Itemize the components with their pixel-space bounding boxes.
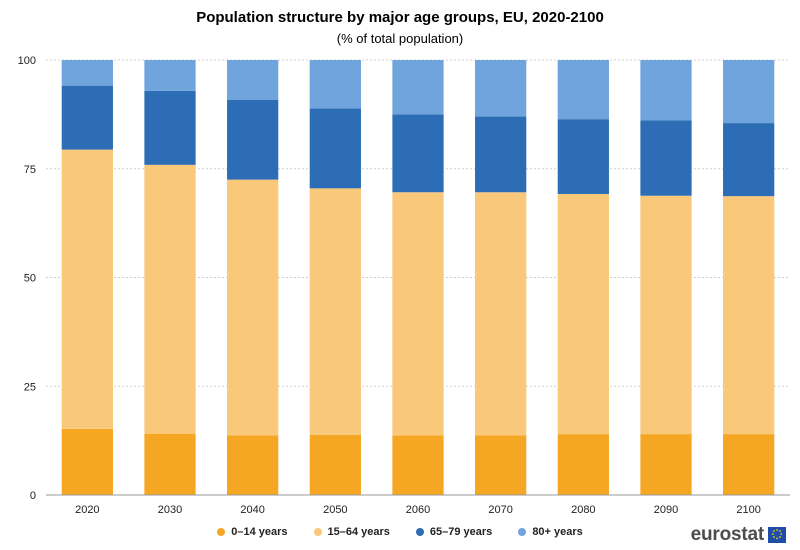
x-tick-label: 2060 [406, 504, 430, 516]
bar-segment [227, 100, 278, 180]
bar-segment [62, 429, 113, 495]
legend-item: 80+ years [518, 526, 582, 538]
eu-flag-icon [768, 527, 786, 543]
legend-swatch [518, 528, 526, 536]
bar-segment [144, 165, 195, 434]
bar-segment [723, 196, 774, 434]
y-tick-label: 75 [24, 164, 36, 176]
bar-segment [392, 114, 443, 192]
bar-segment [558, 60, 609, 119]
bar-segment [558, 119, 609, 194]
bar-segment [475, 117, 526, 193]
bar-segment [640, 434, 691, 495]
legend-label: 0–14 years [231, 526, 287, 538]
bar-segment [144, 434, 195, 495]
legend-item: 15–64 years [314, 526, 390, 538]
x-tick-label: 2070 [488, 504, 512, 516]
bar-segment [723, 123, 774, 196]
bar-segment [62, 86, 113, 150]
bar-segment [227, 60, 278, 100]
legend-swatch [314, 528, 322, 536]
bar-segment [310, 188, 361, 435]
x-tick-label: 2100 [736, 504, 760, 516]
x-tick-label: 2080 [571, 504, 595, 516]
x-tick-label: 2020 [75, 504, 99, 516]
y-tick-label: 100 [18, 55, 36, 67]
bar-segment [475, 192, 526, 435]
bar-segment [310, 108, 361, 188]
bar-segment [640, 120, 691, 195]
bar-segment [62, 150, 113, 429]
bar-segment [723, 60, 774, 123]
bar-segment [144, 91, 195, 165]
y-tick-label: 25 [24, 381, 36, 393]
bar-segment [310, 435, 361, 495]
legend-swatch [416, 528, 424, 536]
bar-segment [475, 60, 526, 117]
x-tick-label: 2050 [323, 504, 347, 516]
bar-segment [392, 60, 443, 114]
x-tick-label: 2030 [158, 504, 182, 516]
legend-label: 65–79 years [430, 526, 492, 538]
bar-segment [558, 434, 609, 495]
stacked-bar-chart: 0 25 50 75 100 2020 2030 2040 2050 2060 2070 2080 20… [0, 0, 800, 550]
logo-text: eurostat [691, 524, 764, 546]
bar-segment [392, 435, 443, 495]
eurostat-logo: eurostat [691, 524, 786, 546]
x-tick-label: 2090 [654, 504, 678, 516]
x-tick-label: 2040 [240, 504, 264, 516]
legend-item: 65–79 years [416, 526, 492, 538]
bar-segment [227, 435, 278, 495]
bar-segment [310, 60, 361, 108]
bar-segment [227, 180, 278, 436]
bar-segment [392, 192, 443, 435]
legend-label: 80+ years [532, 526, 582, 538]
bar-segment [144, 60, 195, 91]
legend-label: 15–64 years [328, 526, 390, 538]
y-tick-label: 50 [24, 273, 36, 285]
bar-segment [723, 434, 774, 495]
bar-segment [62, 60, 113, 86]
bar-segment [640, 60, 691, 120]
bar-segment [475, 435, 526, 495]
chart-legend: 0–14 years 15–64 years 65–79 years 80+ year… [0, 526, 800, 538]
legend-swatch [217, 528, 225, 536]
y-tick-label: 0 [30, 490, 36, 502]
bar-segment [558, 194, 609, 434]
legend-item: 0–14 years [217, 526, 287, 538]
bar-segment [640, 196, 691, 434]
